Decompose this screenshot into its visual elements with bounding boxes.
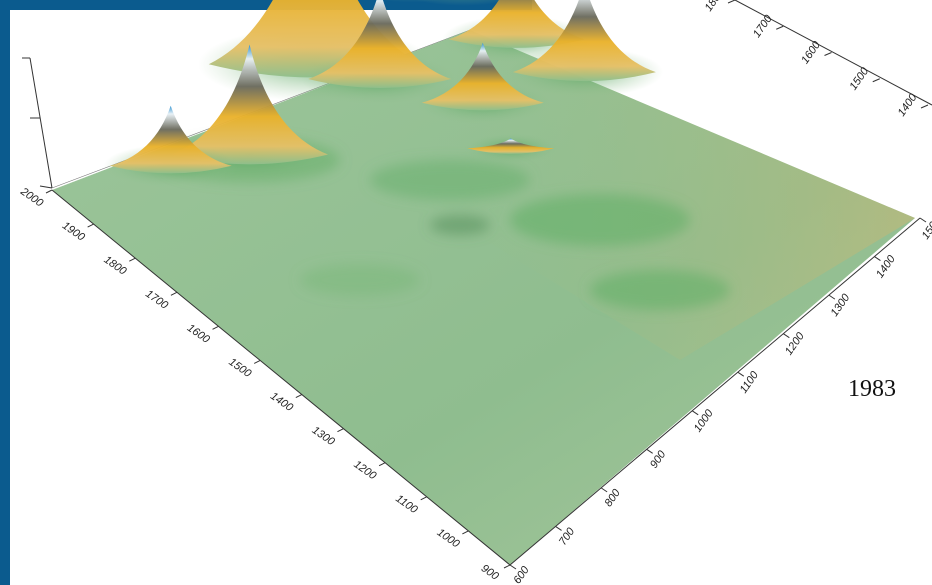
x-tick-mark (295, 394, 303, 398)
frame-top-bar (0, 0, 532, 10)
y-tick-label: 900 (648, 448, 669, 471)
surface-peak (448, 0, 585, 48)
back-tick-mark (727, 0, 736, 4)
x-tick-label: 1500 (226, 356, 254, 380)
year-label: 1983 (848, 376, 896, 402)
x-tick-label: 1200 (351, 458, 379, 482)
y-tick-mark (691, 410, 699, 416)
z-axis-line (29, 57, 53, 189)
peak-base (413, 0, 513, 6)
back-tick-label: 1700 (751, 12, 775, 40)
y-tick-mark (919, 217, 927, 223)
back-tick-mark (920, 104, 929, 109)
y-tick-mark (737, 371, 745, 377)
x-tick-label: 900 (479, 562, 502, 583)
x-tick-label: 1300 (310, 424, 338, 448)
y-tick-mark (509, 564, 517, 570)
back-tick-mark (776, 25, 784, 30)
frame-left-bar (0, 0, 10, 585)
x-tick-mark (170, 291, 178, 296)
back-tick-label: 1400 (896, 91, 920, 119)
x-tick-mark (378, 462, 386, 467)
y-tick-mark (828, 294, 836, 300)
surface-plane-shading (420, 30, 915, 360)
surface-peak (421, 42, 544, 111)
back-tick-label: 1600 (799, 39, 823, 67)
y-tick-label: 1400 (874, 253, 898, 281)
z-tick (39, 185, 53, 189)
back-tick-label: 1800 (703, 0, 727, 14)
x-tick-mark (129, 257, 136, 262)
x-tick-mark (420, 496, 427, 501)
y-axis-line (509, 217, 921, 566)
x-tick-mark (87, 223, 94, 228)
back-tick-mark (872, 78, 880, 83)
back-axis-ticks: 1400 1500 1600 1700 1800 (703, 0, 929, 119)
back-axis-line (734, 0, 932, 106)
y-tick-label: 1000 (692, 407, 716, 435)
x-tick-label: 1800 (102, 254, 130, 278)
surface-peak (512, 0, 656, 82)
peaks-group (103, 0, 664, 188)
y-tick-mark (783, 333, 790, 339)
y-tick-mark (874, 256, 881, 261)
x-tick-mark (503, 564, 511, 569)
y-tick-mark (600, 487, 608, 493)
y-tick-label: 1200 (783, 330, 807, 358)
x-tick-label: 1000 (435, 527, 463, 551)
x-tick-mark (212, 325, 219, 330)
back-tick-label: 1500 (847, 65, 871, 93)
x-tick-label: 1100 (393, 493, 420, 517)
x-tick-label: 1400 (268, 390, 296, 414)
x-axis-line (51, 189, 511, 566)
y-tick-label: 1500 (920, 214, 932, 242)
surface-peak (109, 105, 232, 174)
x-tick-label: 1700 (143, 288, 171, 312)
x-tick-mark (253, 360, 261, 364)
y-tick-mark (555, 526, 562, 531)
x-tick-label: 1900 (60, 220, 88, 244)
x-tick-label: 1600 (185, 322, 213, 346)
y-tick-label: 800 (602, 486, 623, 509)
x-tick-mark (337, 428, 344, 433)
y-tick-label: 1100 (738, 369, 762, 396)
x-tick-label: 2000 (17, 185, 45, 210)
back-tick-mark (824, 52, 832, 56)
y-tick-label: 600 (511, 564, 532, 585)
x-tick-mark (45, 189, 53, 194)
y-tick-mark (646, 448, 653, 454)
x-tick-mark (462, 530, 469, 535)
surface-peak (467, 138, 555, 154)
y-tick-label: 700 (557, 525, 578, 548)
y-tick-label: 1300 (828, 291, 852, 319)
surface-peak (308, 0, 452, 88)
surface-peak (171, 44, 329, 165)
